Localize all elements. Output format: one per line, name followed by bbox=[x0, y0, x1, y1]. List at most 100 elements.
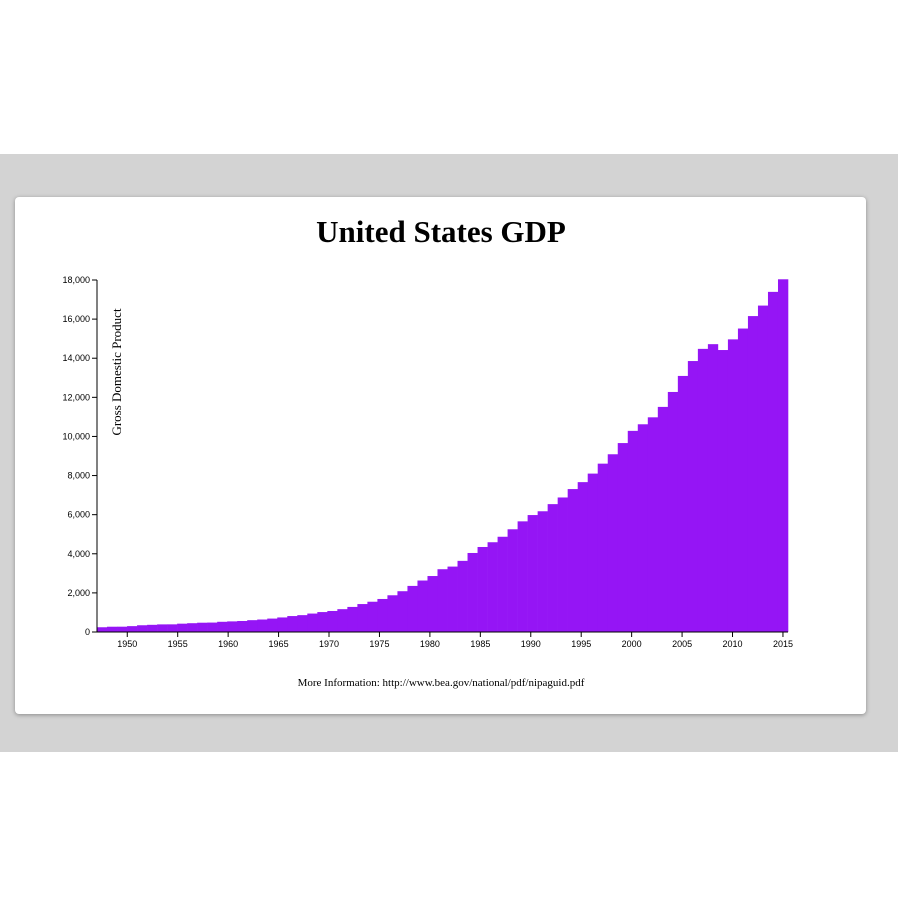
gdp-bar bbox=[247, 620, 258, 632]
gdp-bar bbox=[137, 625, 148, 632]
gdp-bar bbox=[527, 515, 538, 632]
gdp-bar bbox=[97, 627, 108, 632]
x-tick-label: 2000 bbox=[622, 639, 642, 649]
gdp-bar bbox=[307, 613, 318, 632]
gdp-bar bbox=[667, 391, 679, 632]
gdp-bar bbox=[147, 624, 158, 632]
y-tick-label: 18,000 bbox=[62, 275, 90, 285]
gdp-bar bbox=[517, 521, 528, 632]
gdp-bar bbox=[657, 406, 669, 632]
x-tick-label: 1960 bbox=[218, 639, 238, 649]
gdp-bar bbox=[327, 610, 338, 632]
gdp-bar bbox=[367, 601, 378, 632]
gdp-bar bbox=[317, 612, 328, 632]
x-tick-label: 2005 bbox=[672, 639, 692, 649]
x-tick-label: 1985 bbox=[470, 639, 490, 649]
gdp-bar bbox=[297, 615, 308, 632]
x-axis: 1950 1955 1960 1965 1970 1975 1980 1985 1990 1995… bbox=[97, 631, 793, 649]
gdp-bar bbox=[217, 621, 228, 632]
gdp-bar bbox=[377, 598, 388, 632]
gdp-bar bbox=[777, 279, 789, 632]
gdp-bar bbox=[577, 482, 589, 632]
gdp-bar bbox=[467, 552, 478, 632]
gdp-bar bbox=[587, 473, 599, 632]
gdp-bar bbox=[707, 344, 719, 632]
gdp-bar bbox=[687, 361, 699, 632]
y-tick-label: 4,000 bbox=[67, 549, 90, 559]
gdp-bar bbox=[437, 569, 448, 632]
gdp-bar bbox=[177, 623, 188, 632]
y-tick-label: 2,000 bbox=[67, 588, 90, 598]
x-tick-label: 1995 bbox=[571, 639, 591, 649]
gdp-bar bbox=[457, 560, 468, 632]
gdp-bar bbox=[127, 626, 138, 632]
gdp-bar bbox=[347, 606, 358, 632]
y-axis-label: Gross Domestic Product bbox=[109, 308, 124, 435]
gdp-bar bbox=[617, 443, 629, 632]
x-tick-label: 1950 bbox=[117, 639, 137, 649]
gdp-bar bbox=[397, 591, 408, 632]
y-tick-label: 12,000 bbox=[62, 392, 90, 402]
gdp-bar bbox=[107, 626, 118, 632]
gdp-bar bbox=[337, 609, 348, 632]
gdp-bar bbox=[477, 546, 488, 632]
gdp-bar bbox=[427, 576, 438, 632]
gdp-bar bbox=[387, 595, 398, 632]
gdp-bar bbox=[117, 626, 128, 632]
gdp-bar bbox=[767, 291, 779, 632]
x-tick-label: 1965 bbox=[269, 639, 289, 649]
x-tick-label: 1975 bbox=[369, 639, 389, 649]
gdp-bar bbox=[497, 536, 508, 632]
gdp-bar bbox=[677, 375, 689, 632]
gdp-bar bbox=[507, 529, 518, 632]
bars-group bbox=[97, 279, 789, 632]
gdp-bar bbox=[637, 424, 649, 632]
x-tick-label: 2015 bbox=[773, 639, 793, 649]
x-tick-label: 1990 bbox=[521, 639, 541, 649]
chart-title: United States GDP bbox=[316, 214, 566, 249]
gdp-bar bbox=[627, 430, 639, 632]
gdp-bar bbox=[647, 417, 659, 632]
x-tick-label: 1980 bbox=[420, 639, 440, 649]
gdp-bar bbox=[417, 580, 428, 632]
gdp-bar bbox=[717, 350, 729, 632]
gdp-bar bbox=[407, 585, 418, 632]
y-tick-label: 8,000 bbox=[67, 471, 90, 481]
gdp-bar bbox=[737, 328, 749, 632]
gdp-bar bbox=[267, 618, 278, 632]
gdp-bar bbox=[447, 566, 458, 632]
y-axis: 0 2,000 4,000 6,000 8,000 10,000 12,000 14,000 1… bbox=[62, 275, 98, 637]
gdp-bar bbox=[537, 511, 548, 632]
y-tick-label: 14,000 bbox=[62, 353, 90, 363]
gdp-bar bbox=[727, 339, 739, 632]
gdp-bar bbox=[357, 604, 368, 632]
more-information-note: More Information: http://www.bea.gov/nat… bbox=[297, 677, 585, 689]
y-tick-label: 0 bbox=[85, 627, 90, 637]
x-tick-label: 1955 bbox=[168, 639, 188, 649]
y-tick-label: 6,000 bbox=[67, 510, 90, 520]
gdp-bar bbox=[227, 621, 238, 632]
gdp-bar bbox=[197, 622, 208, 632]
gdp-bar bbox=[697, 348, 709, 632]
gdp-bar bbox=[557, 497, 568, 632]
gdp-bar bbox=[487, 542, 498, 632]
gdp-bar bbox=[287, 616, 298, 632]
gdp-bar bbox=[277, 617, 288, 632]
gdp-bar bbox=[237, 620, 248, 632]
y-tick-label: 10,000 bbox=[62, 431, 90, 441]
gdp-bar bbox=[547, 504, 558, 632]
gdp-bar bbox=[257, 619, 268, 632]
x-tick-label: 1970 bbox=[319, 639, 339, 649]
gdp-bar bbox=[167, 624, 178, 632]
gdp-bar bbox=[157, 624, 168, 632]
gdp-bar bbox=[757, 305, 769, 632]
y-tick-label: 16,000 bbox=[62, 314, 90, 324]
gdp-bar bbox=[597, 463, 609, 632]
gdp-bar bbox=[747, 316, 759, 632]
gdp-bar bbox=[567, 489, 578, 632]
x-tick-label: 2010 bbox=[723, 639, 743, 649]
gdp-bar bbox=[187, 623, 198, 632]
gdp-bar bbox=[207, 622, 218, 632]
gdp-bar bbox=[607, 454, 619, 632]
